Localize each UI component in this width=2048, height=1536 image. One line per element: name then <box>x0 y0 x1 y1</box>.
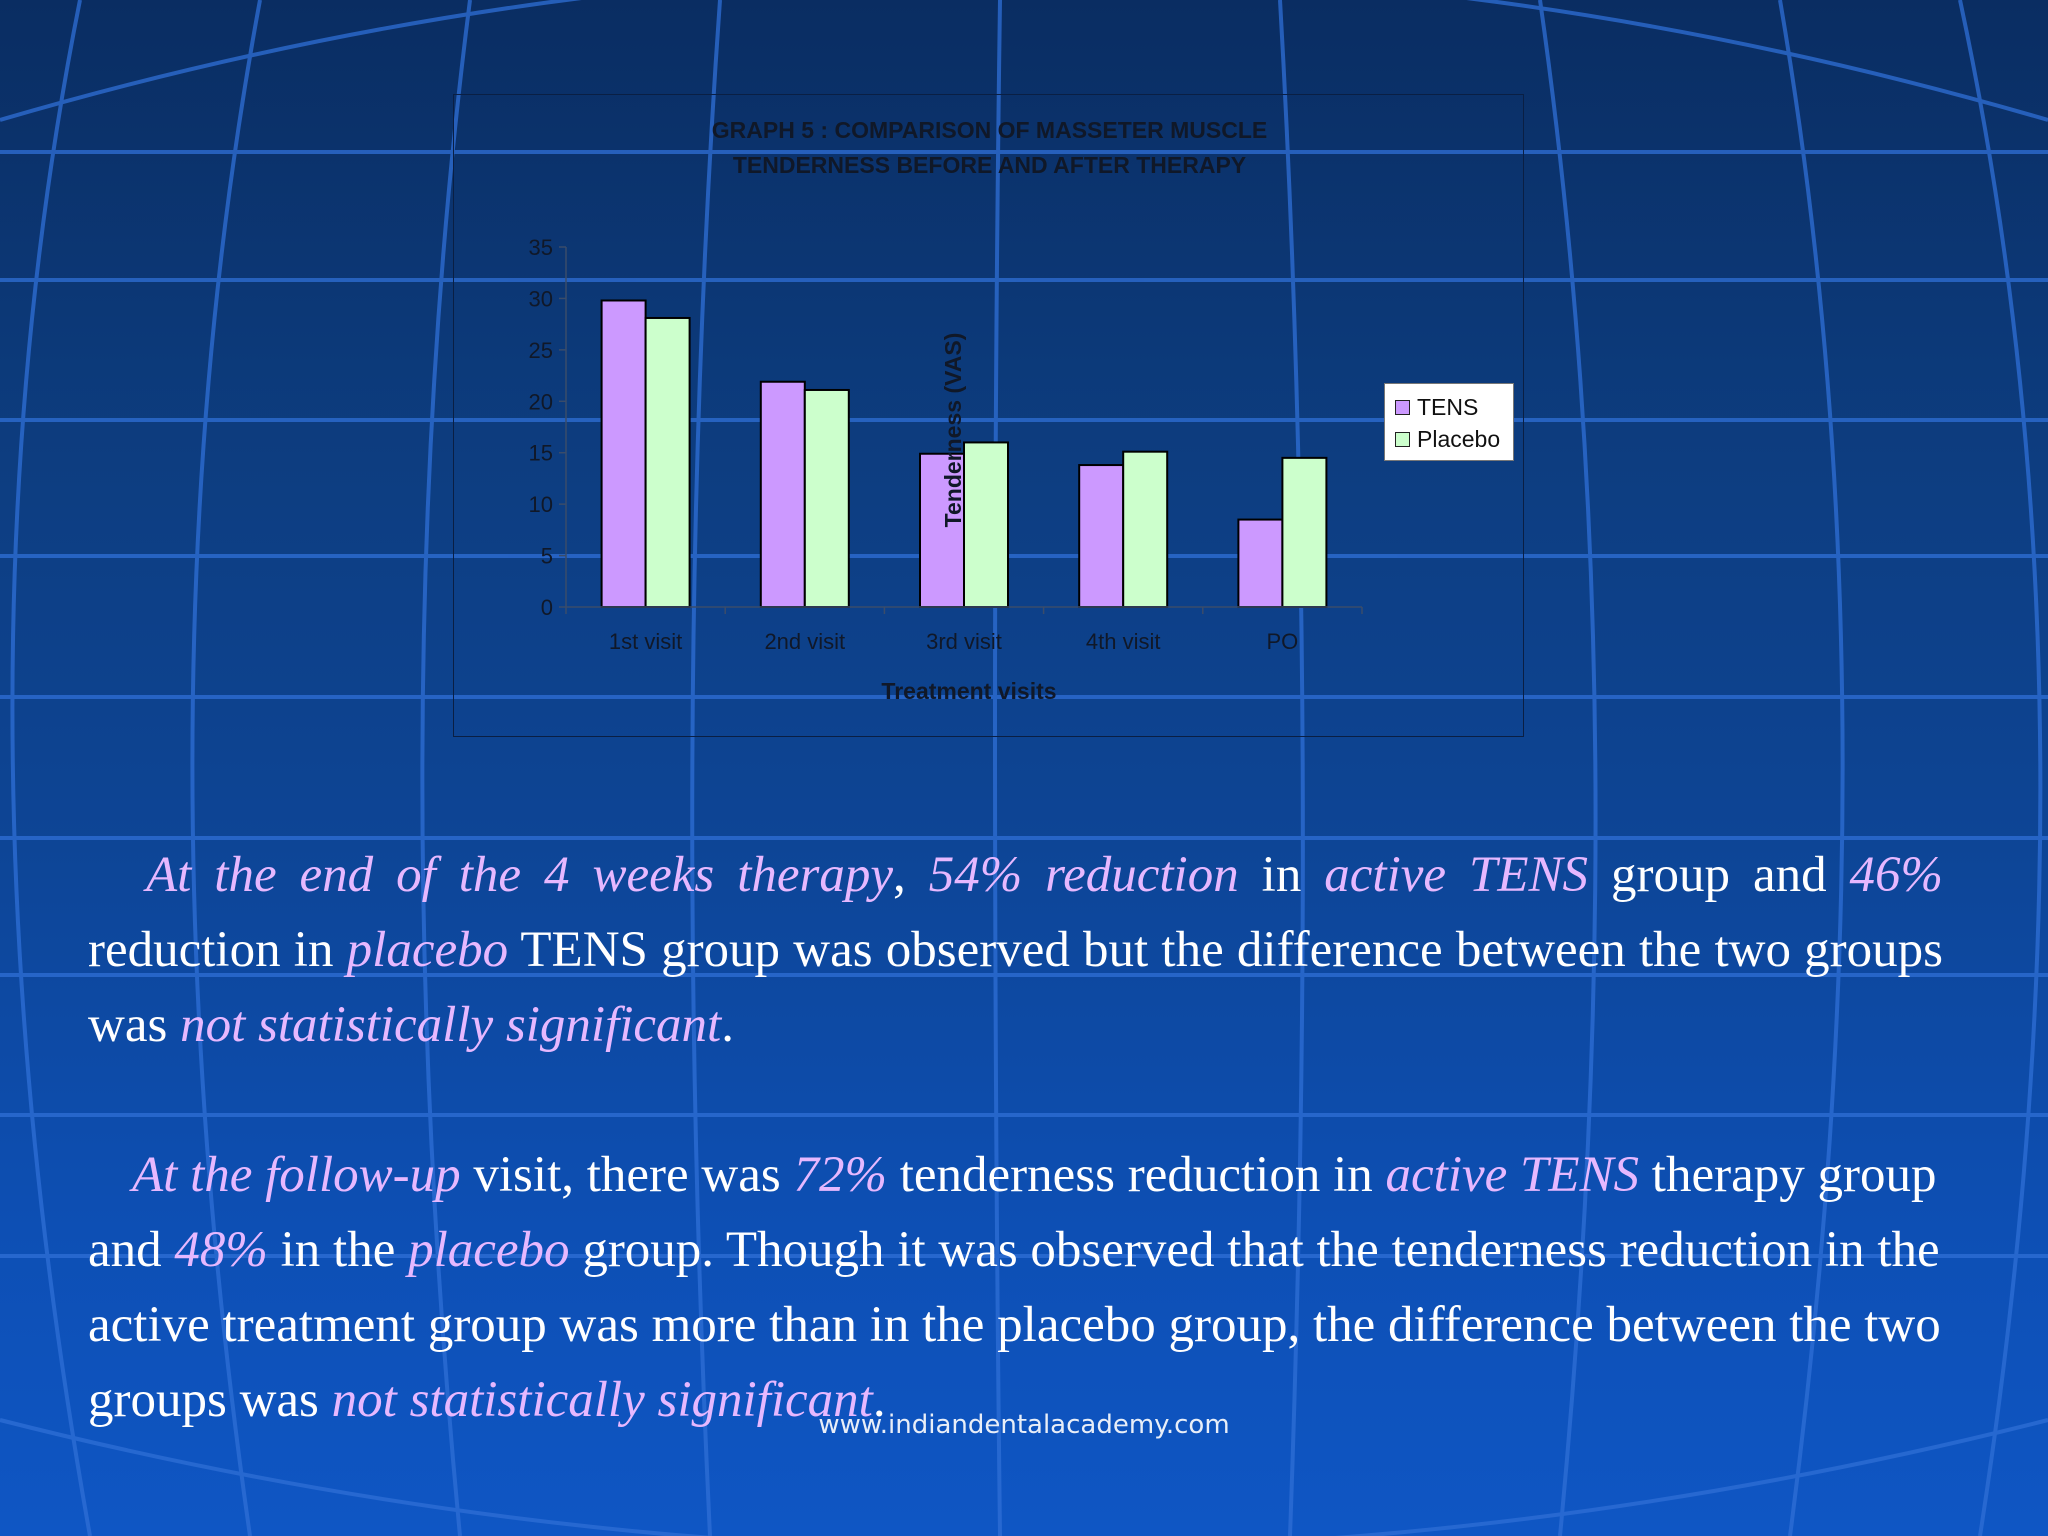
chart-title-line-2: TENDERNESS BEFORE AND AFTER THERAPY <box>732 152 1247 178</box>
x-axis: 1st visit 2nd visit 3rd visit 4th visit PO <box>565 606 1363 654</box>
y-tick-label: 25 <box>529 338 553 363</box>
emphasis-text: 72% <box>793 1147 887 1203</box>
emphasis-text: not statistically significant <box>331 1372 873 1428</box>
legend-label-placebo: Placebo <box>1417 425 1501 452</box>
y-tick-label: 5 <box>541 544 553 569</box>
chart-title-line-1: GRAPH 5 : COMPARISON OF MASSETER MUSCLE <box>711 117 1268 143</box>
x-tick-label: 2nd visit <box>764 629 845 654</box>
legend-swatch-tens <box>1395 399 1410 415</box>
chart-title: GRAPH 5 : COMPARISON OF MASSETER MUSCLE … <box>454 113 1525 183</box>
chart-legend: TENS Placebo <box>1384 383 1514 461</box>
y-tick-label: 15 <box>529 441 553 466</box>
body-text: therapy group and <box>88 1147 1937 1278</box>
x-tick-label: 3rd visit <box>926 629 1002 654</box>
body-text: reduction in <box>88 922 347 978</box>
emphasis-text: At the follow-up <box>132 1147 461 1203</box>
x-tick-label: 1st visit <box>609 629 682 654</box>
emphasis-text: active TENS <box>1385 1147 1640 1203</box>
chart-panel: GRAPH 5 : COMPARISON OF MASSETER MUSCLE … <box>453 94 1524 737</box>
emphasis-text: not statistically significant <box>180 997 722 1053</box>
y-axis: 0 5 10 15 20 25 30 35 <box>529 235 567 620</box>
body-text: , <box>892 847 929 903</box>
y-tick-label: 0 <box>541 595 553 620</box>
bar-tens-4 <box>1078 464 1125 608</box>
x-tick-label: PO <box>1267 629 1299 654</box>
bar-tens-5 <box>1237 518 1284 609</box>
body-text: . <box>721 997 734 1053</box>
x-axis-title: Treatment visits <box>881 678 1056 704</box>
legend-swatch-placebo <box>1395 431 1410 447</box>
body-text: TENS group was observed but the differen… <box>88 922 1943 1053</box>
y-tick-label: 30 <box>529 286 553 311</box>
emphasis-text: 46% <box>1849 847 1944 903</box>
y-tick-label: 20 <box>529 389 553 414</box>
emphasis-text: 48% <box>174 1222 268 1278</box>
body-text: . <box>872 1372 886 1428</box>
paragraph-1: At the end of the 4 weeks therapy, 54% r… <box>88 838 1943 1063</box>
bar-placebo-5 <box>1281 456 1328 608</box>
bar-tens-1 <box>600 299 647 608</box>
body-text: in the <box>267 1222 409 1278</box>
website-watermark: www.indiandentalacademy.com <box>818 1410 1230 1440</box>
y-axis-title: Tenderness (VAS) <box>940 333 966 528</box>
x-tick-label: 4th visit <box>1086 629 1161 654</box>
y-tick-label: 10 <box>529 492 553 517</box>
body-text: tenderness reduction in <box>886 1147 1386 1203</box>
legend-label-tens: TENS <box>1417 393 1479 420</box>
bar-tens-3 <box>919 452 965 608</box>
body-text: group and <box>1588 847 1850 903</box>
bar-placebo-3 <box>963 441 1009 608</box>
emphasis-text: placebo <box>346 922 509 978</box>
body-text: in <box>1238 847 1325 903</box>
emphasis-text: placebo <box>408 1222 570 1278</box>
bar-placebo-1 <box>644 316 691 608</box>
y-tick-label: 35 <box>529 235 553 260</box>
emphasis-text: 54% reduction <box>928 847 1239 903</box>
bar-tens-2 <box>759 380 806 608</box>
bar-placebo-4 <box>1122 450 1169 608</box>
body-text: visit, there was <box>460 1147 794 1203</box>
legend-item-placebo: Placebo <box>1395 424 1500 454</box>
bar-placebo-2 <box>803 388 850 608</box>
chart-plot: 0 5 10 15 20 25 30 35 1st visit 2nd visit 3rd vis… <box>529 235 1363 704</box>
body-text: group. Though it was observed that the t… <box>88 1222 1941 1428</box>
paragraph-2: At the follow-up visit, there was 72% te… <box>88 1138 1943 1438</box>
emphasis-text: active TENS <box>1324 847 1589 903</box>
legend-item-tens: TENS <box>1395 392 1478 422</box>
emphasis-text: At the end of the 4 weeks therapy <box>146 847 893 903</box>
